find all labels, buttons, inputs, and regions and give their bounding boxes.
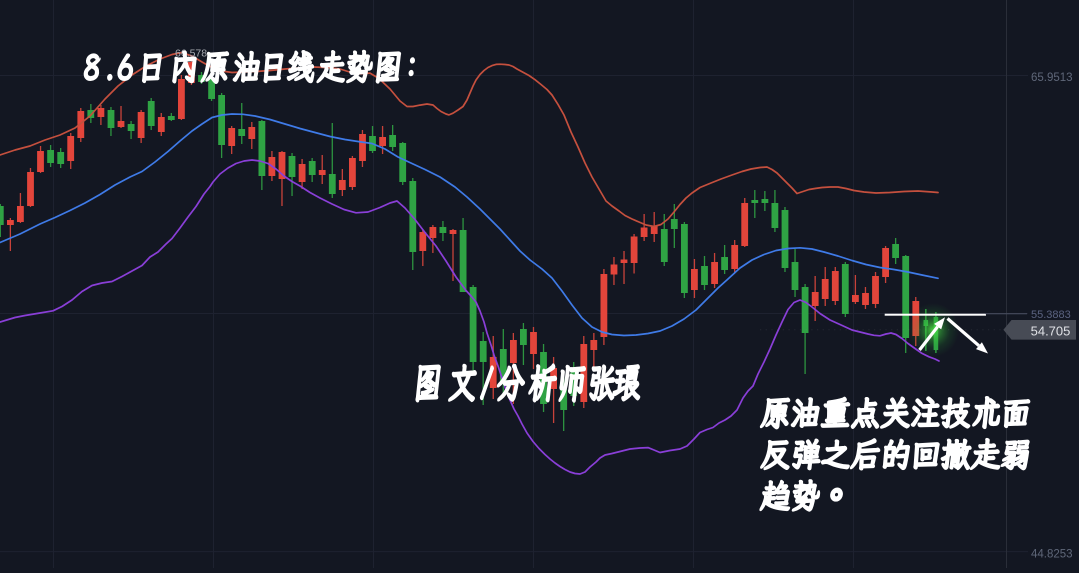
svg-text:54.705: 54.705 [1031,323,1071,338]
svg-text:55.3883: 55.3883 [1031,309,1071,321]
svg-text:44.8253: 44.8253 [1031,549,1073,561]
svg-text:65.9513: 65.9513 [1031,72,1073,84]
